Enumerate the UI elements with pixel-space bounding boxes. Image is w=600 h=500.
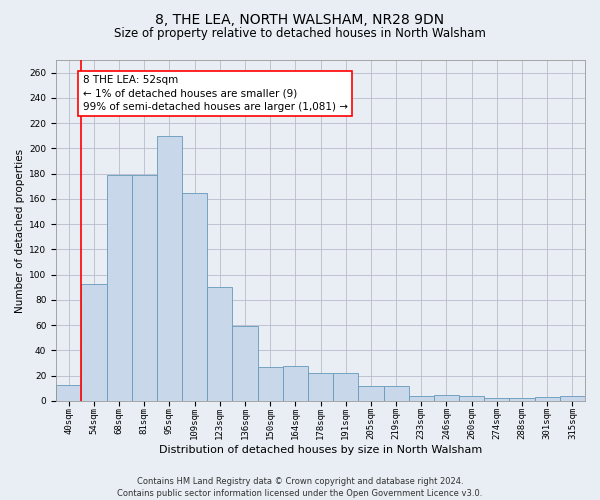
Bar [484, 398, 509, 401]
Bar [82, 284, 107, 401]
Bar [283, 366, 308, 401]
Y-axis label: Number of detached properties: Number of detached properties [15, 148, 25, 312]
Text: 8 THE LEA: 52sqm
← 1% of detached houses are smaller (9)
99% of semi-detached ho: 8 THE LEA: 52sqm ← 1% of detached houses… [83, 75, 347, 112]
Text: 8, THE LEA, NORTH WALSHAM, NR28 9DN: 8, THE LEA, NORTH WALSHAM, NR28 9DN [155, 12, 445, 26]
Text: Size of property relative to detached houses in North Walsham: Size of property relative to detached ho… [114, 28, 486, 40]
Bar [358, 386, 383, 401]
Bar [232, 326, 257, 401]
Bar [383, 386, 409, 401]
Bar [535, 397, 560, 401]
Bar [308, 373, 333, 401]
Bar [459, 396, 484, 401]
Text: Contains HM Land Registry data © Crown copyright and database right 2024.
Contai: Contains HM Land Registry data © Crown c… [118, 476, 482, 498]
Bar [257, 367, 283, 401]
Bar [560, 396, 585, 401]
Bar [509, 398, 535, 401]
Bar [434, 394, 459, 401]
Bar [157, 136, 182, 401]
X-axis label: Distribution of detached houses by size in North Walsham: Distribution of detached houses by size … [159, 445, 482, 455]
Bar [107, 175, 131, 401]
Bar [207, 288, 232, 401]
Bar [56, 384, 82, 401]
Bar [333, 373, 358, 401]
Bar [131, 175, 157, 401]
Bar [409, 396, 434, 401]
Bar [182, 192, 207, 401]
